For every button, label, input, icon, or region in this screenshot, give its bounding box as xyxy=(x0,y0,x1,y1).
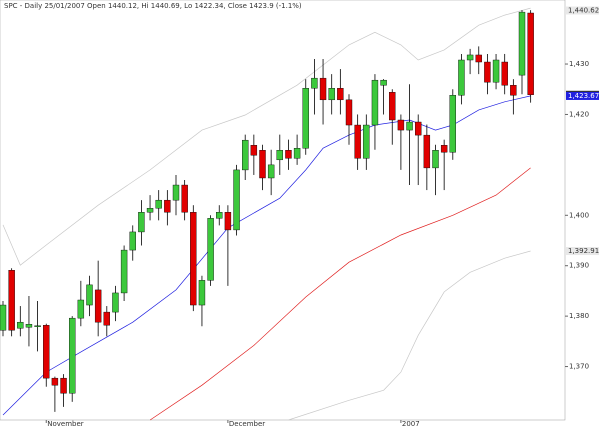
candle-body xyxy=(8,270,15,331)
candle-body xyxy=(51,377,59,386)
candle-body xyxy=(328,88,335,101)
candle-body xyxy=(112,292,119,313)
plot-frame xyxy=(0,0,566,421)
candle-body xyxy=(181,184,188,213)
candle-body xyxy=(0,304,7,331)
candle-body xyxy=(458,59,465,96)
x-tick-label: November xyxy=(47,420,84,427)
candle-body xyxy=(475,54,482,63)
candle-body xyxy=(484,61,491,83)
candle-body xyxy=(17,321,24,329)
candle-body xyxy=(233,169,240,231)
price-label: 1,440.62 xyxy=(568,6,599,14)
y-tick-label: 1,420 xyxy=(569,110,589,118)
candle-body xyxy=(224,212,232,231)
chart-title: SPC - Daily 25/01/2007 Open 1440.12, Hi … xyxy=(4,2,302,10)
y-tick-label: 1,430 xyxy=(569,60,589,68)
candle-body xyxy=(129,231,136,251)
y-tick-label: 1,400 xyxy=(569,211,589,219)
candle-body xyxy=(276,150,283,161)
candle-body xyxy=(94,289,102,323)
candle-body xyxy=(432,150,439,169)
candle-body xyxy=(406,121,413,131)
x-tick-label: December xyxy=(229,420,265,427)
candle-body xyxy=(86,284,93,306)
candle-body xyxy=(371,79,379,126)
candle-body xyxy=(190,212,197,306)
candle-body xyxy=(345,99,353,126)
candle-body xyxy=(241,139,249,171)
candle-body xyxy=(198,280,206,306)
candle-body xyxy=(146,208,154,213)
candle-body xyxy=(510,85,517,96)
candle-body xyxy=(466,54,474,61)
candle-body xyxy=(138,212,145,233)
candle-body xyxy=(68,317,76,394)
price-label-box xyxy=(566,247,599,256)
y-tick-label: 1,380 xyxy=(569,312,589,320)
candle-body xyxy=(449,95,456,153)
candle-body xyxy=(415,121,422,136)
candle-body xyxy=(164,199,171,213)
candle-body xyxy=(250,145,258,156)
candle-body xyxy=(103,311,111,326)
candle-body xyxy=(492,59,500,83)
candle-body xyxy=(337,88,344,101)
candle-body xyxy=(34,325,41,327)
y-tick-label: 1,390 xyxy=(569,262,589,270)
candle-body xyxy=(285,150,292,159)
candle-body xyxy=(43,325,50,379)
price-label: 1,423.67 xyxy=(568,92,599,100)
candle-body xyxy=(302,88,309,149)
candle-body xyxy=(311,77,318,89)
candle-body xyxy=(518,11,526,76)
candle-body xyxy=(527,12,534,95)
candle-body xyxy=(501,61,508,86)
price-label-box xyxy=(566,91,599,100)
candle-body xyxy=(397,119,405,131)
candle-body xyxy=(389,92,396,121)
candle-body xyxy=(155,199,162,209)
candle-body xyxy=(267,164,275,179)
indicator-line xyxy=(288,250,531,421)
candle-body xyxy=(25,324,33,328)
candle-body xyxy=(120,249,128,294)
x-tick-label: 2007 xyxy=(402,420,420,427)
candle-body xyxy=(319,77,327,101)
price-label: 1,392.91 xyxy=(568,247,599,255)
candle-body xyxy=(440,145,448,153)
indicator-line xyxy=(149,167,531,421)
indicator-line xyxy=(2,95,531,416)
candle-body xyxy=(363,124,370,159)
candle-body xyxy=(172,184,180,201)
candle-body xyxy=(354,124,361,159)
candle-body xyxy=(77,299,85,319)
price-label-box xyxy=(566,6,599,15)
candle-body xyxy=(293,148,301,159)
candle-body xyxy=(259,150,266,179)
candle-body xyxy=(216,212,223,219)
candle-body xyxy=(60,377,67,394)
y-tick-label: 1,370 xyxy=(569,363,589,371)
candle-body xyxy=(207,218,214,281)
candle-body xyxy=(380,79,387,86)
candle-body xyxy=(423,134,431,169)
